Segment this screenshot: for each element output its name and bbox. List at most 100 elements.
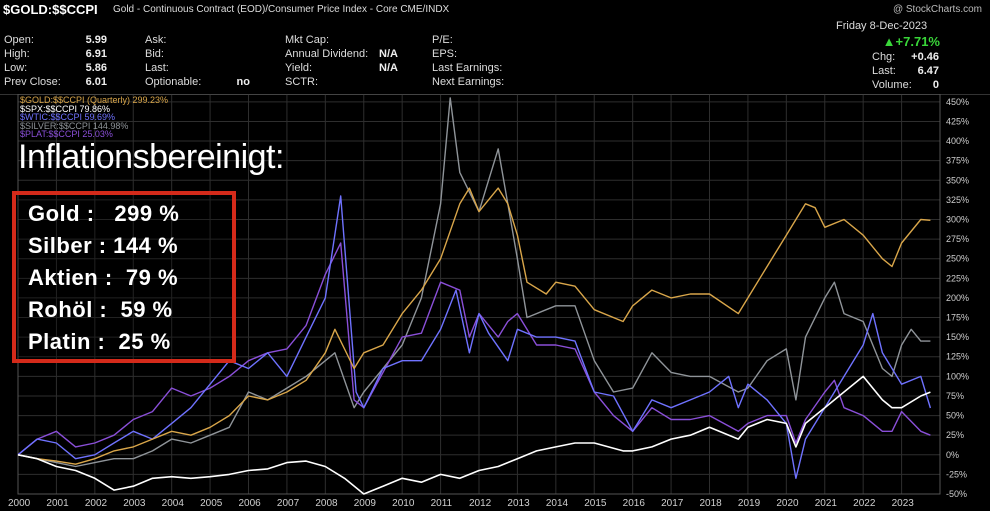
series-line-plat	[17, 242, 931, 456]
x-tick-label: 2011	[431, 498, 453, 509]
x-tick-label: 2013	[507, 498, 530, 509]
open-label: Open:	[4, 34, 34, 46]
summary-row-silver: Silber : 144 %	[28, 233, 179, 258]
last-label: Last:	[145, 62, 169, 74]
legend-entry-plat: $PLAT:$$CCPI 25.03%	[20, 129, 113, 139]
next-earnings-label: Next Earnings:	[432, 76, 505, 88]
x-tick-label: 2006	[239, 498, 262, 509]
x-tick-label: 2000	[8, 498, 31, 509]
y-tick-label: 325%	[946, 195, 969, 205]
series-line-wtic	[17, 195, 932, 479]
series-line-spx	[17, 375, 931, 495]
x-tick-label: 2009	[354, 498, 377, 509]
volume-value: 0	[932, 79, 939, 91]
x-axis: 2000 2001 2002 2003 2004 2005 2006 2007 2008 2009…	[8, 498, 914, 509]
legend-entry-silver: $SILVER:$$CCPI 144.98%	[20, 120, 129, 131]
optionable-label: Optionable:	[145, 76, 202, 88]
symbol-title: $GOLD:$$CCPI	[3, 2, 98, 17]
y-tick-label: 0%	[946, 450, 959, 460]
y-tick-label: 175%	[946, 313, 969, 323]
plot-frame	[17, 94, 941, 495]
ask-label: Ask:	[145, 34, 167, 46]
mkt-cap-label: Mkt Cap:	[285, 34, 330, 46]
chg-label: Chg:	[872, 51, 896, 63]
x-tick-label: 2023	[892, 498, 915, 509]
y-tick-label: 100%	[946, 371, 969, 381]
y-tick-label: 250%	[946, 254, 969, 264]
summary-row-stocks: Aktien : 79 %	[28, 265, 179, 290]
x-tick-label: 2018	[700, 498, 723, 509]
optionable-value: no	[236, 76, 250, 88]
x-tick-label: 2020	[776, 498, 799, 509]
chg-value: +0.46	[911, 51, 939, 63]
x-tick-label: 2010	[392, 498, 415, 509]
high-label: High:	[4, 48, 30, 60]
chart-series	[17, 97, 932, 495]
y-tick-label: 425%	[946, 116, 969, 126]
bid-label: Bid:	[145, 48, 164, 60]
y-tick-label: 200%	[946, 293, 969, 303]
x-tick-label: 2021	[815, 498, 838, 509]
pe-label: P/E:	[432, 34, 453, 46]
x-tick-label: 2015	[584, 498, 607, 509]
x-tick-label: 2014	[546, 498, 569, 509]
x-tick-label: 2022	[853, 498, 876, 509]
low-value: 5.86	[85, 62, 107, 74]
yield-label: Yield:	[285, 62, 313, 74]
prev-close-value: 6.01	[85, 76, 107, 88]
last2-label: Last:	[872, 65, 896, 77]
eps-label: EPS:	[432, 48, 458, 60]
summary-row-gold: Gold : 299 %	[28, 201, 180, 226]
chart-grid	[17, 94, 941, 495]
y-tick-label: 75%	[946, 391, 964, 401]
x-tick-label: 2012	[469, 498, 492, 509]
y-tick-label: 375%	[946, 156, 969, 166]
overlay-title: Inflationsbereinigt:	[18, 138, 284, 176]
x-tick-label: 2005	[200, 498, 223, 509]
y-axis: 450% 425% 400% 375% 350% 325% 300% 275% 250% 225%…	[946, 97, 969, 499]
y-tick-label: 400%	[946, 136, 969, 146]
x-tick-label: 2001	[46, 498, 69, 509]
y-tick-label: 450%	[946, 97, 969, 107]
y-tick-label: 350%	[946, 175, 969, 185]
open-value: 5.99	[85, 34, 107, 46]
sctr-label: SCTR:	[285, 76, 318, 88]
annual-dividend-label: Annual Dividend:	[285, 48, 369, 60]
y-tick-label: 150%	[946, 332, 969, 342]
volume-label: Volume:	[872, 79, 912, 91]
x-tick-label: 2002	[85, 498, 108, 509]
quote-header: Open: 5.99 High: 6.91 Low: 5.86 Prev Clo…	[0, 20, 990, 95]
legend-entry-wtic: $WTIC:$$CCPI 59.69%	[20, 112, 116, 122]
x-tick-label: 2004	[162, 498, 185, 509]
last-earnings-label: Last Earnings:	[432, 62, 503, 74]
annual-dividend-value: N/A	[379, 48, 398, 60]
last2-value: 6.47	[917, 65, 939, 77]
stockcharts-watermark: @ StockCharts.com	[892, 4, 982, 15]
y-tick-label: 25%	[946, 430, 964, 440]
prev-close-label: Prev Close:	[4, 76, 61, 88]
series-line-gold	[17, 187, 931, 465]
summary-row-platinum: Platin : 25 %	[28, 329, 171, 354]
y-tick-label: 50%	[946, 411, 964, 421]
x-tick-label: 2017	[661, 498, 684, 509]
low-label: Low:	[4, 62, 28, 74]
x-tick-label: 2016	[623, 498, 646, 509]
y-tick-label: 125%	[946, 352, 969, 362]
y-tick-label: -50%	[946, 489, 967, 499]
x-tick-label: 2007	[277, 498, 300, 509]
chart-title-bar: $GOLD:$$CCPI Gold - Continuous Contract …	[0, 0, 990, 20]
summary-row-crude: Rohöl : 59 %	[28, 297, 173, 322]
x-tick-label: 2003	[123, 498, 146, 509]
yield-value: N/A	[379, 62, 398, 74]
legend-entry-gold: $GOLD:$$CCPI (Quarterly) 299.23%	[20, 95, 169, 105]
y-tick-label: -25%	[946, 469, 967, 479]
price-chart: 450% 425% 400% 375% 350% 325% 300% 275% 250% 225%…	[8, 94, 969, 509]
symbol-description: Gold - Continuous Contract (EOD)/Consume…	[113, 4, 450, 15]
change-percent: ▲+7.71%	[882, 34, 940, 49]
high-value: 6.91	[85, 48, 107, 60]
performance-summary-box: Gold : 299 % Silber : 144 % Aktien : 79 …	[12, 191, 236, 363]
y-tick-label: 275%	[946, 234, 969, 244]
y-tick-label: 225%	[946, 273, 969, 283]
x-tick-label: 2008	[315, 498, 338, 509]
legend-entry-spx: $SPX:$$CCPI 79.86%	[20, 103, 111, 114]
